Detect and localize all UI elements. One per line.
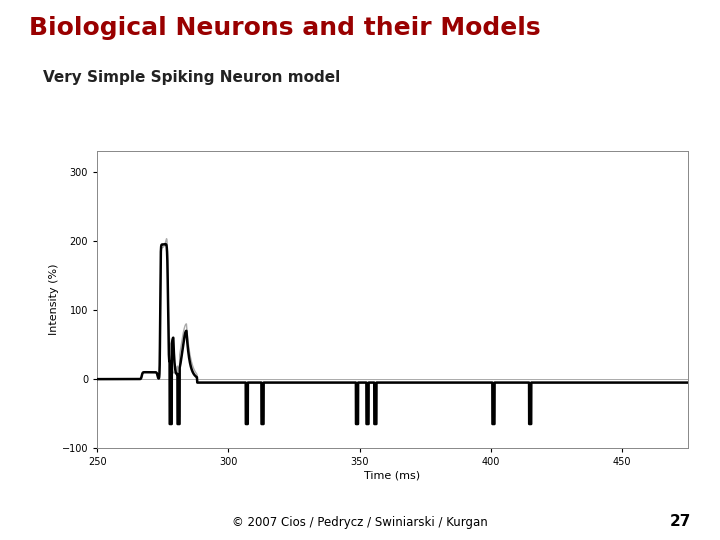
Text: Very Simple Spiking Neuron model: Very Simple Spiking Neuron model — [43, 70, 341, 85]
X-axis label: Time (ms): Time (ms) — [364, 470, 420, 480]
Text: © 2007 Cios / Pedrycz / Swiniarski / Kurgan: © 2007 Cios / Pedrycz / Swiniarski / Kur… — [232, 516, 488, 529]
Text: Biological Neurons and their Models: Biological Neurons and their Models — [29, 16, 541, 40]
Text: 27: 27 — [670, 514, 691, 529]
Y-axis label: Intensity (%): Intensity (%) — [49, 264, 59, 335]
